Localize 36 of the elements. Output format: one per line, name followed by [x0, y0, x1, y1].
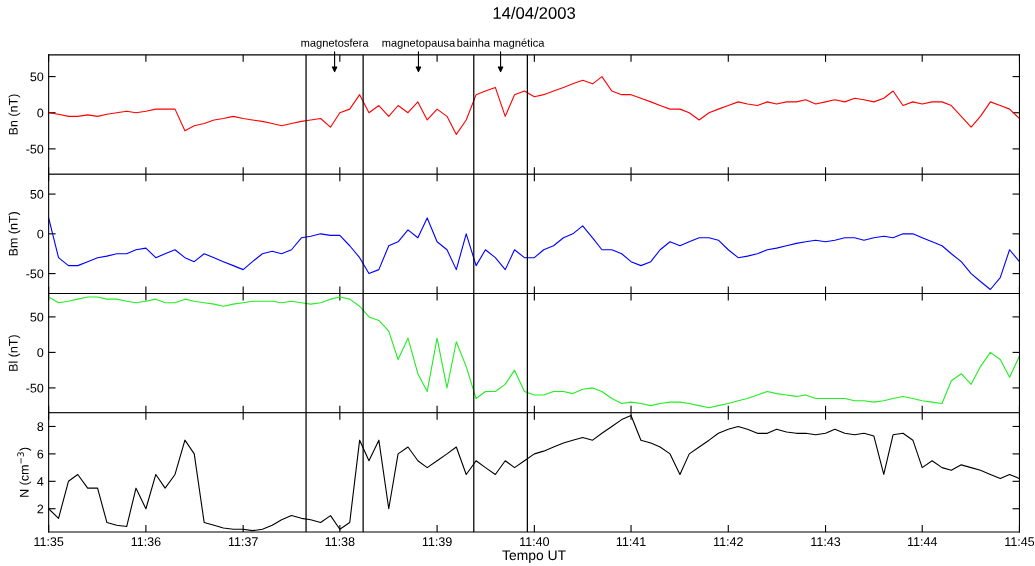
y-tick-label: 0: [37, 348, 44, 358]
x-tick-label: 11:37: [228, 537, 258, 547]
x-tick-label: 11:35: [34, 537, 64, 547]
x-tick-label: 11:42: [714, 537, 743, 546]
y-axis-title: Bm (nT): [8, 212, 21, 256]
line-series: [48, 217, 1020, 291]
y-tick-label: -50: [26, 383, 44, 393]
text: magnetosfera: [301, 38, 369, 49]
y-tick-label: 8: [37, 422, 44, 432]
y-tick-label: 0: [37, 108, 44, 118]
y-tick-label: -50: [26, 144, 44, 154]
chart-title: 14/04/2003: [493, 6, 576, 19]
y-axis-title: N (cm$^{−3}$): [17, 447, 32, 497]
y-tick-label: 6: [37, 449, 44, 459]
x-tick-label: 11:43: [811, 537, 841, 547]
x-tick-label: 11:36: [131, 537, 161, 547]
x-tick-label: 11:44: [907, 537, 938, 546]
x-tick-label: 11:40: [520, 537, 550, 547]
x-axis-title: Tempo UT: [502, 550, 566, 563]
text: magnetopausa: [382, 39, 456, 49]
x-tick-label: 11:41: [616, 537, 646, 546]
line-series: [48, 296, 1020, 409]
y-axis-title: Bn (nT): [8, 94, 21, 135]
y-tick-label: 2: [37, 504, 44, 514]
y-tick-label: -50: [26, 269, 44, 279]
x-tick-label: 11:38: [325, 537, 355, 547]
text: bainha magnética: [457, 38, 545, 49]
y-tick-label: 50: [30, 189, 44, 199]
y-tick-label: 50: [30, 312, 44, 322]
y-tick-label: 4: [37, 477, 44, 486]
y-tick-label: 50: [30, 72, 44, 82]
x-tick-label: 11:45: [1005, 537, 1035, 547]
x-tick-label: 11:39: [422, 537, 452, 547]
line-series: [48, 76, 1020, 135]
y-tick-label: 0: [37, 229, 44, 239]
y-axis-title: Bl (nT): [8, 335, 21, 371]
